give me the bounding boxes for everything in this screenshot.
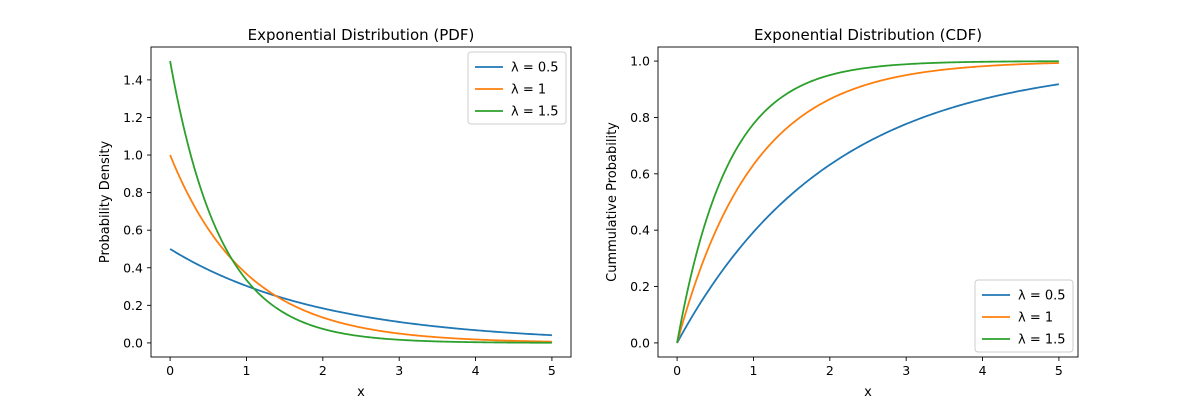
cdf-x-tick-label: 1 [749,363,757,378]
pdf-x-tick-label: 1 [242,363,250,378]
cdf-series-line-0 [676,83,1060,344]
pdf-x-tick-label: 2 [319,363,327,378]
cdf-x-tick-label: 5 [1055,363,1063,378]
cdf-series-line-2 [676,60,1059,344]
pdf-legend-label-0: λ = 0.5 [511,61,559,76]
cdf-y-tick-label: 0.6 [630,166,650,181]
pdf-x-tick-label: 3 [395,363,403,378]
cdf-plot-frame [657,46,1079,358]
cdf-title: Exponential Distribution (CDF) [754,26,982,44]
pdf-y-tick-label: 0.0 [123,335,143,350]
pdf-x-tick-label: 5 [548,363,556,378]
cdf-y-tick-label: 1.0 [630,54,650,69]
cdf-y-tick-label: 0.4 [630,223,650,238]
cdf-legend: λ = 0.5 λ = 1 λ = 1.5 [974,279,1074,353]
cdf-y-tick-label: 0.8 [630,110,650,125]
pdf-y-tick-label: 0.6 [123,223,143,238]
pdf-legend: λ = 0.5 λ = 1 λ = 1.5 [467,51,567,125]
cdf-y-tick-label: 0.0 [630,335,650,350]
cdf-legend-label-2: λ = 1.5 [1018,333,1066,348]
pdf-series-line-2 [169,60,552,344]
cdf-legend-label-1: λ = 1 [1018,311,1053,326]
pdf-x-tick-label: 0 [166,363,174,378]
cdf-legend-label-0: λ = 0.5 [1018,289,1066,304]
cdf-series-line-1 [676,62,1059,344]
pdf-x-axis-label: x [357,385,365,400]
pdf-chart: Exponential Distribution (PDF) x Probabi… [98,26,572,400]
pdf-y-tick-label: 1.0 [123,148,143,163]
cdf-y-tick-label: 0.2 [630,279,650,294]
pdf-y-tick-label: 0.4 [123,260,143,275]
cdf-chart: Exponential Distribution (CDF) x Cummula… [605,26,1079,400]
pdf-legend-label-2: λ = 1.5 [511,105,559,120]
pdf-series-line-1 [169,154,552,343]
cdf-x-tick-label: 4 [979,363,987,378]
pdf-y-tick-label: 1.2 [123,110,143,125]
pdf-y-tick-label: 1.4 [123,72,143,87]
pdf-y-tick-label: 0.8 [123,185,143,200]
cdf-x-axis-label: x [864,385,872,400]
pdf-y-axis-label: Probability Density [98,141,113,264]
cdf-x-tick-label: 0 [673,363,681,378]
pdf-plot-frame [150,46,572,358]
cdf-legend-box [974,279,1074,353]
pdf-title: Exponential Distribution (PDF) [248,26,475,44]
cdf-x-tick-label: 3 [902,363,910,378]
pdf-y-tick-label: 0.2 [123,298,143,313]
pdf-legend-label-1: λ = 1 [511,83,546,98]
pdf-legend-box [467,51,567,125]
pdf-x-tick-label: 4 [472,363,480,378]
cdf-y-axis-label: Cummulative Probability [605,122,620,282]
cdf-x-tick-label: 2 [826,363,834,378]
pdf-series-line-0 [169,248,552,337]
